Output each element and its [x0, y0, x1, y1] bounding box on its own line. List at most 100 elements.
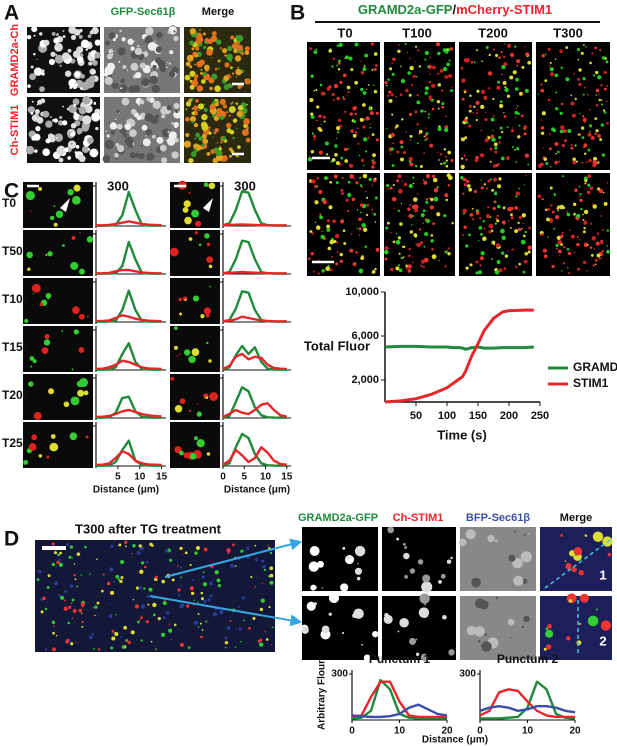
speckle — [468, 187, 473, 192]
speckle — [71, 598, 75, 602]
speckle — [186, 604, 190, 608]
speckle — [204, 37, 209, 42]
speckle — [136, 115, 142, 121]
speckle — [450, 556, 453, 560]
speckle — [431, 254, 437, 260]
speckle — [214, 128, 219, 133]
speckle — [136, 551, 141, 555]
speckle — [73, 573, 76, 577]
speckle — [342, 229, 346, 232]
speckle — [342, 219, 344, 221]
speckle — [446, 48, 449, 51]
speckle — [118, 543, 122, 547]
speckle — [403, 182, 408, 187]
speckle — [400, 157, 404, 162]
speckle — [31, 434, 38, 441]
speckle — [517, 562, 523, 568]
speckle — [468, 109, 472, 113]
x-tick-label: 15 — [281, 472, 293, 483]
speckle — [409, 568, 416, 574]
speckle — [191, 111, 195, 115]
speckle — [549, 61, 552, 64]
speckle — [85, 48, 88, 51]
speckle — [562, 129, 567, 134]
speckle — [515, 191, 521, 196]
speckle — [468, 233, 471, 237]
speckle — [514, 87, 519, 91]
speckle — [102, 573, 105, 576]
speckle — [564, 139, 567, 143]
speckle — [66, 543, 70, 546]
speckle — [582, 230, 586, 234]
speckle — [364, 53, 369, 58]
speckle — [431, 107, 435, 111]
speckle — [70, 131, 75, 137]
profile-line — [351, 703, 448, 719]
speckle — [389, 153, 392, 155]
speckle — [93, 71, 96, 74]
speckle — [119, 29, 122, 33]
speckle — [363, 164, 365, 167]
speckle — [155, 114, 160, 119]
speckle — [390, 267, 394, 272]
speckle — [578, 570, 584, 576]
speckle — [469, 94, 472, 97]
x-tick-label: 10 — [394, 726, 406, 737]
speckle — [487, 71, 493, 76]
speckle — [252, 616, 256, 620]
speckle — [87, 34, 92, 39]
speckle — [226, 111, 229, 114]
y-tick-label: 300 — [234, 178, 256, 193]
speckle — [589, 124, 593, 128]
speckle — [205, 313, 210, 318]
speckle — [347, 180, 351, 184]
speckle — [384, 249, 389, 255]
speckle — [185, 101, 192, 107]
speckle — [230, 66, 233, 69]
speckle — [343, 147, 348, 152]
speckle — [371, 209, 374, 211]
speckle — [446, 559, 452, 564]
speckle — [523, 259, 528, 264]
speckle — [323, 176, 328, 180]
speckle — [383, 614, 393, 624]
speckle — [551, 210, 555, 214]
speckle — [515, 265, 518, 268]
speckle — [140, 561, 145, 565]
speckle — [55, 566, 57, 568]
speckle — [539, 162, 544, 167]
speckle — [159, 144, 167, 152]
speckle — [68, 605, 72, 609]
speckle — [397, 630, 400, 633]
speckle — [447, 251, 451, 256]
speckle — [463, 91, 467, 94]
y-axis-title: Arbitrary Flour — [317, 660, 328, 730]
profile-line — [222, 352, 287, 371]
speckle — [208, 182, 216, 190]
speckle — [170, 639, 172, 641]
speckle — [56, 146, 66, 156]
y-tick-label: 10,000 — [345, 286, 379, 298]
speckle — [226, 74, 231, 79]
speckle — [516, 147, 520, 151]
speckle — [494, 539, 498, 543]
speckle — [521, 625, 525, 629]
speckle — [424, 127, 427, 129]
speckle — [224, 640, 229, 645]
speckle — [328, 205, 333, 210]
speckle — [566, 212, 571, 217]
speckle — [405, 264, 408, 268]
speckle — [602, 191, 605, 194]
speckle — [542, 248, 547, 253]
profile-line — [480, 680, 576, 720]
speckle — [525, 52, 529, 56]
speckle — [184, 216, 192, 225]
speckle — [375, 138, 379, 142]
speckle — [235, 34, 244, 43]
speckle — [430, 197, 434, 202]
speckle — [202, 32, 206, 36]
speckle — [213, 131, 217, 135]
speckle — [430, 234, 434, 237]
panel-label: C — [4, 180, 19, 203]
speckle — [423, 245, 426, 248]
